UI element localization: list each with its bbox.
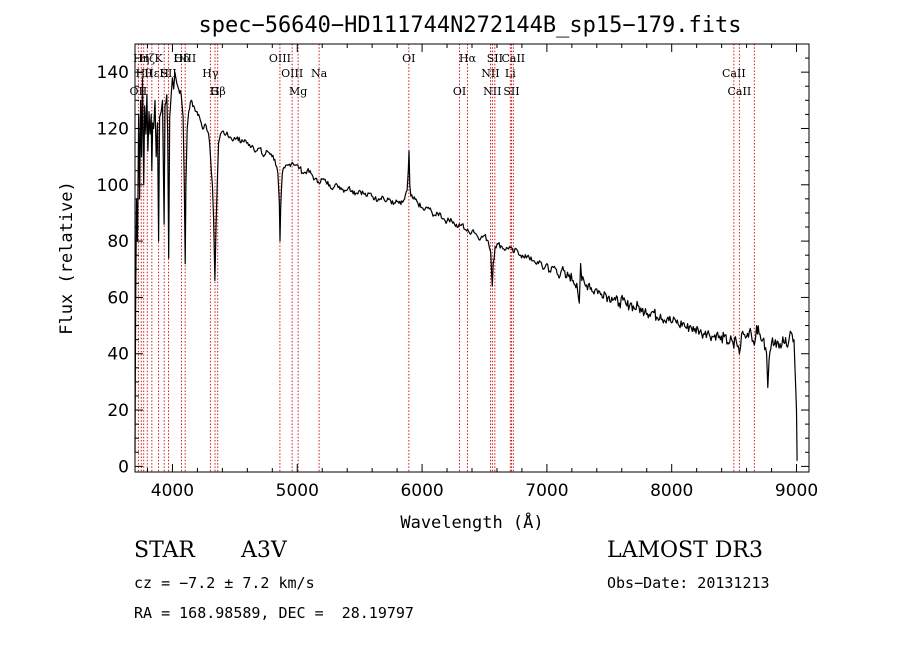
line-marker-label: CaII [722,67,746,80]
line-marker-label: OII [130,85,148,98]
chart-title: spec−56640−HD111744N272144B_sp15−179.fit… [198,13,741,38]
line-marker-label: Na [311,67,328,80]
line-marker-label: OIII [269,52,291,65]
line-marker-label: Hα [459,52,477,65]
object-class: STAR [134,538,195,563]
line-marker-label: Hη [133,52,149,65]
y-tick-label: 0 [118,457,129,477]
y-tick-label: 140 [97,63,129,83]
coordinates: RA = 168.98589, DEC = 28.19797 [134,604,414,622]
line-marker-label: Hζ [139,52,155,65]
line-marker-label: NII [481,67,499,80]
line-marker-label: CaII [501,52,525,65]
y-axis-label: Flux (relative) [57,181,77,335]
x-tick-label: 6000 [400,481,443,501]
line-marker-label: SII [160,67,176,80]
x-tick-label: 7000 [525,481,568,501]
y-tick-label: 100 [97,176,129,196]
spectrum-line [134,71,798,461]
line-marker-label: Mg [289,85,307,98]
y-tick-label: 20 [107,401,129,421]
line-marker-label: Hδ [173,52,190,65]
line-marker-label: OIII [174,52,196,65]
line-marker-label: Hβ [210,85,226,98]
line-marker-label: OIII [281,67,303,80]
x-axis-ticks: 4000 5000 6000 7000 8000 9000 [146,44,818,501]
line-marker-label: Li [505,67,516,80]
emission-line-labels: OIIHηHθHζHεKHSIIHδOIIIHγGHβOIIIOIIIMgNaO… [130,52,752,98]
emission-line-markers [137,44,755,472]
line-marker-label: Hγ [202,67,219,80]
y-tick-label: 80 [107,232,129,252]
line-marker-label: NII [483,85,501,98]
y-tick-label: 40 [107,345,129,365]
line-marker-label: CaII [728,85,752,98]
line-marker-label: OI [402,52,415,65]
line-marker-label: H [159,67,169,80]
survey-name: LAMOST DR3 [607,538,763,563]
observation-date: Obs−Date: 20131213 [607,574,770,592]
line-marker-label: SII [487,52,503,65]
x-tick-label: 8000 [650,481,693,501]
redshift-value: cz = −7.2 ± 7.2 km/s [134,574,315,592]
x-tick-label: 4000 [151,481,194,501]
line-marker-label: K [154,52,163,65]
spectral-subclass: A3V [241,538,287,563]
line-marker-label: SII [503,85,519,98]
line-marker-label: OI [453,85,466,98]
y-tick-label: 60 [107,288,129,308]
y-tick-label: 120 [97,119,129,139]
y-axis-ticks: 0 20 40 60 80 100 120 140 [97,57,809,477]
line-marker-label: Hθ [136,67,153,80]
x-tick-label: 5000 [276,481,319,501]
line-marker-label: G [211,85,220,98]
line-marker-label: Hε [144,67,160,80]
x-tick-label: 9000 [775,481,818,501]
plot-frame [134,43,810,473]
x-axis-label: Wavelength (Å) [400,511,543,533]
